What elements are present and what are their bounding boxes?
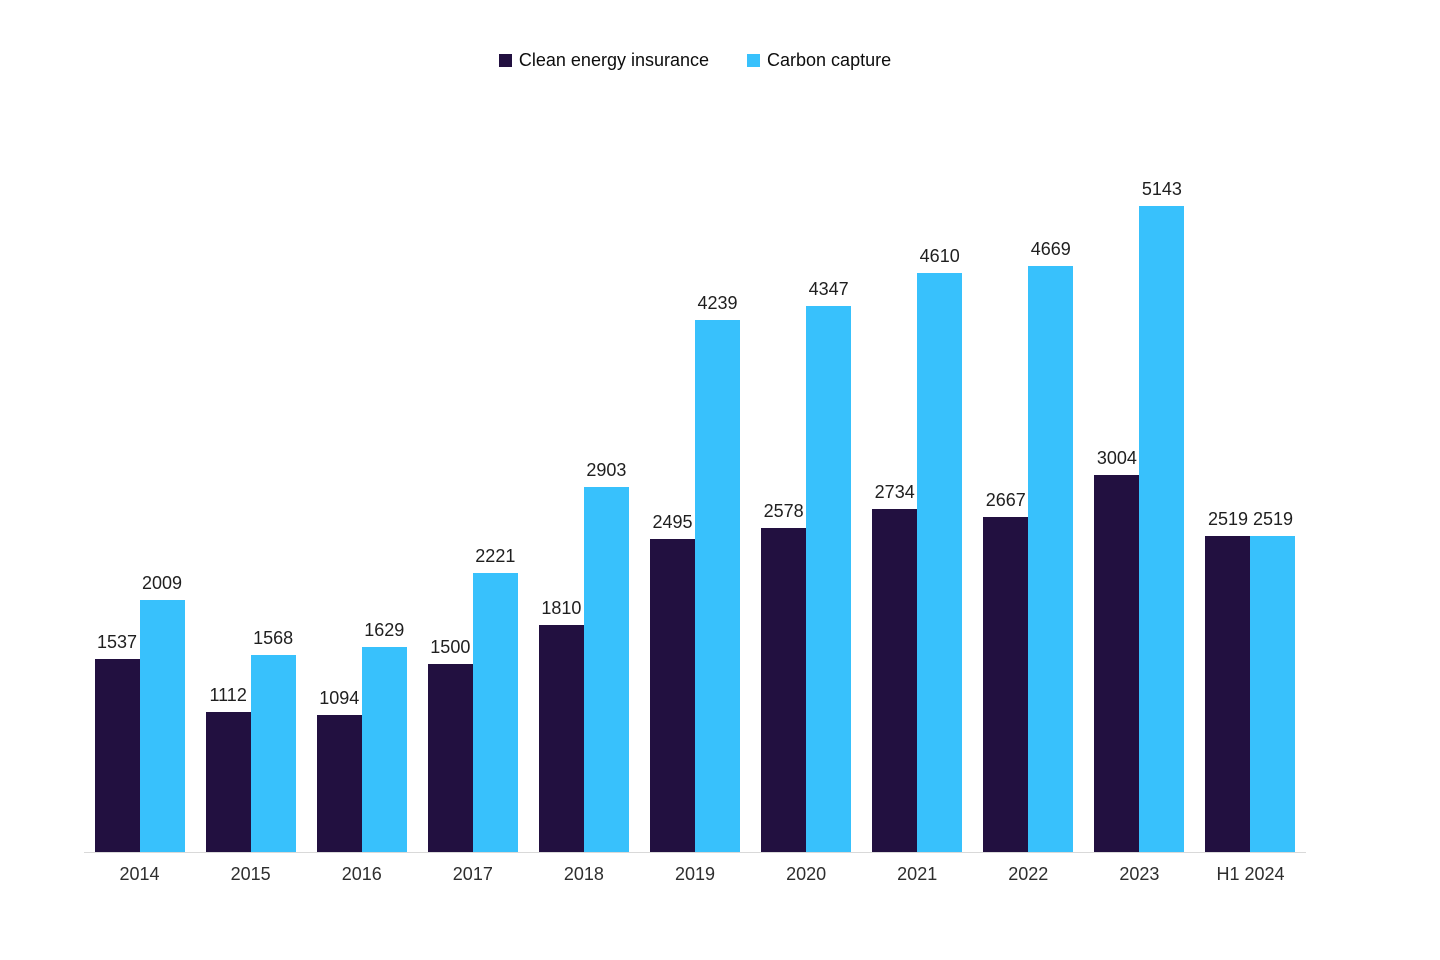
bar-carbon-capture	[917, 273, 963, 852]
bar-col: 1810	[538, 598, 584, 852]
bar-carbon-capture	[139, 600, 185, 852]
bar-carbon-capture	[472, 573, 518, 852]
bar-col: 2495	[650, 512, 696, 852]
bar-clean-energy-insurance	[427, 664, 473, 852]
legend-item-clean-energy-insurance: Clean energy insurance	[498, 50, 710, 71]
bar-value-label: 4610	[919, 246, 960, 266]
bar-col: 5143	[1139, 179, 1185, 852]
bar-group-2022: 2667 4669	[973, 207, 1084, 852]
bar-value-label: 4669	[1030, 239, 1071, 259]
bar-value-label: 1810	[541, 598, 582, 618]
bar-value-label: 2495	[652, 512, 693, 532]
category-label-2017: 2017	[452, 864, 493, 884]
category-label-h1-2024: H1 2024	[1216, 864, 1285, 884]
bar-col: 4347	[806, 279, 852, 852]
bar-value-label: 1112	[209, 685, 247, 705]
category-label-2014: 2014	[119, 864, 160, 884]
bar-col: 4669	[1028, 239, 1074, 852]
bar-value-label: 4347	[808, 279, 849, 299]
bar-col: 4239	[695, 293, 741, 852]
bar-col: 2221	[472, 546, 518, 852]
bar-col: 1500	[427, 637, 473, 852]
bar-group-2016: 1094 1629	[306, 207, 417, 852]
bar-col: 2519	[1250, 509, 1296, 852]
category-label-2019: 2019	[674, 864, 716, 884]
category-label-2020: 2020	[786, 864, 827, 884]
bar-value-label: 1629	[364, 620, 405, 640]
plot-area: 1537 2009 1112 1568 1094 1629 1500 2221 1810 2903…	[84, 180, 1306, 853]
bar-clean-energy-insurance	[1094, 475, 1140, 852]
bar-value-label: 1537	[97, 632, 138, 652]
legend-item-carbon-capture: Carbon capture	[747, 50, 891, 71]
category-label-2015: 2015	[230, 864, 271, 884]
bar-value-label: 2578	[763, 501, 804, 521]
chart-legend: Clean energy insurance Carbon capture	[84, 50, 1306, 71]
bar-col: 2009	[139, 573, 185, 852]
bar-col: 1568	[250, 628, 296, 852]
bar-value-label: 1568	[253, 628, 294, 648]
bar-value-label: 1094	[319, 688, 360, 708]
legend-swatch-carbon-capture-icon	[747, 54, 761, 67]
bar-group-2020: 2578 4347	[751, 207, 862, 852]
bar-group-2023: 3004 5143	[1084, 180, 1195, 852]
category-label-2018: 2018	[563, 864, 604, 884]
bar-col: 2903	[583, 460, 629, 852]
bar-group-2015: 1112 1568	[195, 207, 306, 852]
bar-group-2014: 1537 2009	[84, 207, 195, 852]
bar-carbon-capture	[250, 655, 296, 852]
bar-col: 2578	[761, 501, 807, 852]
bar-value-label: 2903	[586, 460, 627, 480]
bar-col: 1112	[205, 685, 251, 852]
bar-clean-energy-insurance	[983, 517, 1029, 852]
bar-value-label: 5143	[1141, 179, 1182, 199]
category-label-2021: 2021	[897, 864, 938, 884]
category-label-2016: 2016	[341, 864, 382, 884]
bar-col: 3004	[1094, 448, 1140, 852]
bar-value-label: 2519	[1207, 509, 1248, 529]
legend-label-carbon-capture: Carbon capture	[767, 50, 892, 70]
bar-group-2019: 2495 4239	[639, 207, 750, 852]
bar-value-label: 2667	[985, 490, 1026, 510]
bar-clean-energy-insurance	[538, 625, 584, 852]
bar-value-label: 2519	[1252, 509, 1293, 529]
bar-clean-energy-insurance	[205, 712, 251, 852]
legend-label-clean-energy-insurance: Clean energy insurance	[518, 50, 710, 70]
bar-value-label: 3004	[1096, 448, 1137, 468]
bar-carbon-capture	[361, 647, 407, 852]
category-label-2023: 2023	[1119, 864, 1160, 884]
bar-col: 1537	[94, 632, 140, 852]
bar-group-2018: 1810 2903	[528, 207, 639, 852]
bar-carbon-capture	[1028, 266, 1074, 852]
bar-value-label: 4239	[697, 293, 738, 313]
bar-clean-energy-insurance	[872, 509, 918, 852]
bar-value-label: 2009	[142, 573, 183, 593]
bar-col: 4610	[917, 246, 963, 852]
bar-carbon-capture	[806, 306, 852, 852]
bar-value-label: 2221	[475, 546, 516, 566]
bar-clean-energy-insurance	[94, 659, 140, 852]
bar-value-label: 2734	[874, 482, 915, 502]
bar-clean-energy-insurance	[761, 528, 807, 852]
bar-col: 1629	[361, 620, 407, 852]
bar-carbon-capture	[695, 320, 741, 852]
bar-col: 2667	[983, 490, 1029, 852]
bar-clean-energy-insurance	[316, 715, 362, 852]
category-label-2022: 2022	[1008, 864, 1049, 884]
bar-value-label: 1500	[430, 637, 471, 657]
bar-group-2017: 1500 2221	[417, 207, 528, 852]
legend-swatch-clean-energy-insurance-icon	[498, 54, 512, 67]
bar-col: 2734	[872, 482, 918, 852]
bar-group-2021: 2734 4610	[862, 207, 973, 852]
bar-carbon-capture	[1139, 206, 1185, 852]
bar-col: 1094	[316, 688, 362, 852]
x-axis: 2014 2015 2016 2017 2018 2019 2020 2021 2022 2023…	[84, 864, 1306, 885]
bar-clean-energy-insurance	[1205, 536, 1251, 852]
bar-carbon-capture	[583, 487, 629, 852]
bar-col: 2519	[1205, 509, 1251, 852]
bar-group-h1-2024: 2519 2519	[1195, 207, 1306, 852]
bar-clean-energy-insurance	[650, 539, 696, 852]
bar-carbon-capture	[1250, 536, 1296, 852]
